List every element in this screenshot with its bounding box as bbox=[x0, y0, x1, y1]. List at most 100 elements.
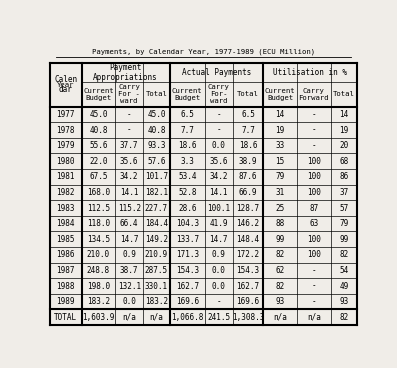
Text: 210.9: 210.9 bbox=[145, 250, 168, 259]
Text: 0.0: 0.0 bbox=[122, 297, 136, 306]
Text: 34.2: 34.2 bbox=[120, 172, 139, 181]
Text: 86: 86 bbox=[339, 172, 349, 181]
Text: Current
Budget: Current Budget bbox=[172, 88, 202, 101]
Text: 149.2: 149.2 bbox=[145, 235, 168, 244]
Text: -: - bbox=[216, 297, 221, 306]
Text: 210.0: 210.0 bbox=[87, 250, 110, 259]
Text: 57: 57 bbox=[339, 204, 349, 213]
Text: 154.3: 154.3 bbox=[176, 266, 199, 275]
Text: 0.0: 0.0 bbox=[212, 282, 225, 291]
Text: 93: 93 bbox=[276, 297, 285, 306]
Text: 82: 82 bbox=[276, 282, 285, 291]
Text: 93.3: 93.3 bbox=[147, 141, 166, 150]
Text: Calen
dar: Calen dar bbox=[54, 75, 77, 94]
Text: 63: 63 bbox=[309, 219, 318, 228]
Text: Total: Total bbox=[237, 91, 259, 97]
Text: 38.7: 38.7 bbox=[120, 266, 139, 275]
Text: Carry
For-
ward: Carry For- ward bbox=[208, 84, 229, 104]
Text: 40.8: 40.8 bbox=[147, 125, 166, 135]
Text: 45.0: 45.0 bbox=[89, 110, 108, 119]
Text: 14.1: 14.1 bbox=[209, 188, 228, 197]
Text: Actual Payments: Actual Payments bbox=[182, 68, 251, 77]
Text: 82: 82 bbox=[339, 250, 349, 259]
Text: -: - bbox=[312, 141, 316, 150]
Text: 79: 79 bbox=[276, 172, 285, 181]
Text: 1985: 1985 bbox=[56, 235, 75, 244]
Text: 1,603.9: 1,603.9 bbox=[82, 312, 115, 322]
Text: n/a: n/a bbox=[273, 312, 287, 322]
Text: 52.8: 52.8 bbox=[178, 188, 197, 197]
Text: 132.1: 132.1 bbox=[118, 282, 141, 291]
Text: 146.2: 146.2 bbox=[236, 219, 260, 228]
Text: -: - bbox=[312, 297, 316, 306]
Text: 1987: 1987 bbox=[56, 266, 75, 275]
Text: 49: 49 bbox=[339, 282, 349, 291]
Text: 88: 88 bbox=[276, 219, 285, 228]
Text: 115.2: 115.2 bbox=[118, 204, 141, 213]
Text: 0.0: 0.0 bbox=[212, 141, 225, 150]
Text: 0.9: 0.9 bbox=[122, 250, 136, 259]
Text: 133.7: 133.7 bbox=[176, 235, 199, 244]
Text: 34.2: 34.2 bbox=[209, 172, 228, 181]
Text: 1986: 1986 bbox=[56, 250, 75, 259]
Text: -: - bbox=[312, 125, 316, 135]
Text: n/a: n/a bbox=[122, 312, 136, 322]
Text: 1,308.3: 1,308.3 bbox=[232, 312, 264, 322]
Text: 100: 100 bbox=[307, 250, 321, 259]
Text: 1977: 1977 bbox=[56, 110, 75, 119]
Text: 100: 100 bbox=[307, 172, 321, 181]
Text: 53.4: 53.4 bbox=[178, 172, 197, 181]
Text: 99: 99 bbox=[276, 235, 285, 244]
Text: n/a: n/a bbox=[150, 312, 164, 322]
Text: 184.4: 184.4 bbox=[145, 219, 168, 228]
Text: 15: 15 bbox=[276, 157, 285, 166]
Text: Carry
For -
ward: Carry For - ward bbox=[118, 84, 140, 104]
Text: 99: 99 bbox=[339, 235, 349, 244]
Text: 31: 31 bbox=[276, 188, 285, 197]
Text: 112.5: 112.5 bbox=[87, 204, 110, 213]
Text: 19: 19 bbox=[276, 125, 285, 135]
Text: 169.6: 169.6 bbox=[176, 297, 199, 306]
Text: 154.3: 154.3 bbox=[236, 266, 260, 275]
Text: 25: 25 bbox=[276, 204, 285, 213]
Text: 87: 87 bbox=[309, 204, 318, 213]
Text: Carry
Forward: Carry Forward bbox=[299, 88, 329, 101]
Text: 0.9: 0.9 bbox=[212, 250, 225, 259]
Text: 1,066.8: 1,066.8 bbox=[171, 312, 203, 322]
Text: 7.7: 7.7 bbox=[180, 125, 194, 135]
Text: 100: 100 bbox=[307, 235, 321, 244]
Text: Payments, by Calendar Year, 1977-1989 (ECU Million): Payments, by Calendar Year, 1977-1989 (E… bbox=[92, 49, 315, 56]
Text: 18.6: 18.6 bbox=[178, 141, 197, 150]
Text: 66.4: 66.4 bbox=[120, 219, 139, 228]
Text: 183.2: 183.2 bbox=[145, 297, 168, 306]
Text: 100: 100 bbox=[307, 188, 321, 197]
Text: 19: 19 bbox=[339, 125, 349, 135]
Text: 35.6: 35.6 bbox=[209, 157, 228, 166]
Text: 0.0: 0.0 bbox=[212, 266, 225, 275]
Text: 14.1: 14.1 bbox=[120, 188, 139, 197]
Text: 28.6: 28.6 bbox=[178, 204, 197, 213]
Text: n/a: n/a bbox=[307, 312, 321, 322]
Text: 104.3: 104.3 bbox=[176, 219, 199, 228]
Text: 87.6: 87.6 bbox=[239, 172, 257, 181]
Text: 37: 37 bbox=[339, 188, 349, 197]
Text: 162.7: 162.7 bbox=[176, 282, 199, 291]
Text: 198.0: 198.0 bbox=[87, 282, 110, 291]
Text: 7.7: 7.7 bbox=[241, 125, 255, 135]
Text: 171.3: 171.3 bbox=[176, 250, 199, 259]
Text: 55.6: 55.6 bbox=[89, 141, 108, 150]
Text: 41.9: 41.9 bbox=[209, 219, 228, 228]
Text: 162.7: 162.7 bbox=[236, 282, 260, 291]
Text: 54: 54 bbox=[339, 266, 349, 275]
Text: 1984: 1984 bbox=[56, 219, 75, 228]
Text: Current
Budget: Current Budget bbox=[265, 88, 295, 101]
Text: -: - bbox=[216, 125, 221, 135]
Text: 241.5: 241.5 bbox=[207, 312, 230, 322]
Text: 227.7: 227.7 bbox=[145, 204, 168, 213]
Text: 45.0: 45.0 bbox=[147, 110, 166, 119]
Text: 101.7: 101.7 bbox=[145, 172, 168, 181]
Text: 1988: 1988 bbox=[56, 282, 75, 291]
Text: 37.7: 37.7 bbox=[120, 141, 139, 150]
Text: 18.6: 18.6 bbox=[239, 141, 257, 150]
Text: Total: Total bbox=[146, 91, 168, 97]
